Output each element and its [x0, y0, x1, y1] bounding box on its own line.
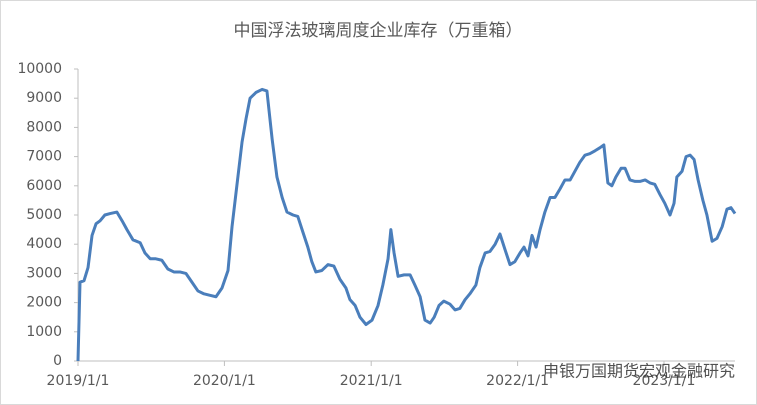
- y-tick-label: 10000: [17, 61, 62, 77]
- watermark: 申银万国期货宏观金融研究: [543, 362, 735, 381]
- data-line: [76, 87, 737, 362]
- y-tick-label: 0: [53, 353, 62, 369]
- y-tick-label: 5000: [26, 207, 62, 223]
- y-tick-label: 1000: [26, 324, 62, 340]
- chart-title: 中国浮法玻璃周度企业库存（万重箱）: [234, 21, 523, 41]
- y-tick-label: 4000: [26, 236, 62, 252]
- x-tick-label: 2022/1/1: [486, 373, 549, 389]
- x-tick-label: 2021/1/1: [340, 373, 403, 389]
- y-tick-label: 2000: [26, 295, 62, 311]
- y-tick-label: 3000: [26, 265, 62, 281]
- x-tick-label: 2023/1/1: [633, 373, 696, 389]
- y-tick-label: 7000: [26, 149, 62, 165]
- x-tick-label: 2020/1/1: [193, 373, 256, 389]
- y-tick-label: 6000: [26, 178, 62, 194]
- y-tick-label: 9000: [26, 90, 62, 106]
- y-tick-label: 8000: [26, 119, 62, 135]
- x-tick-label: 2019/1/1: [47, 373, 110, 389]
